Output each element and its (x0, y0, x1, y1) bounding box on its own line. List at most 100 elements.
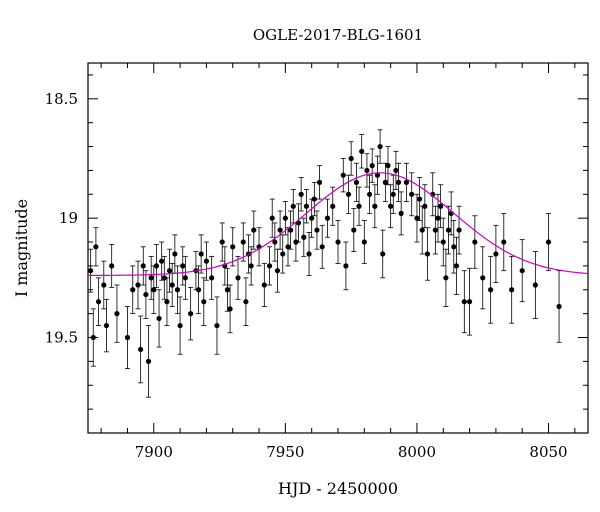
data-point (148, 275, 154, 281)
data-point (303, 203, 310, 209)
data-point (288, 227, 294, 233)
data-point (432, 227, 438, 233)
data-point (314, 227, 320, 233)
chart-title: OGLE-2017-BLG-1601 (253, 26, 423, 44)
data-point (501, 239, 507, 245)
data-point (90, 334, 96, 341)
y-axis-label: I magnitude (12, 199, 31, 297)
data-point (135, 282, 141, 288)
data-point (95, 299, 102, 305)
data-point (395, 179, 402, 185)
x-axis-label: HJD - 2450000 (278, 479, 398, 498)
error-bars (88, 129, 562, 398)
data-point (285, 244, 291, 250)
data-point (243, 299, 249, 305)
data-point (388, 203, 394, 209)
data-point (198, 251, 204, 257)
data-point (174, 287, 181, 293)
data-point (101, 282, 107, 288)
data-point (414, 215, 420, 221)
data-point (201, 299, 207, 305)
data-point (261, 282, 267, 288)
data-point (88, 268, 94, 274)
data-point (240, 239, 246, 245)
data-point (159, 258, 165, 264)
axis-ticks (88, 63, 588, 434)
data-point (109, 263, 115, 269)
data-point (143, 291, 149, 298)
data-point (140, 263, 146, 269)
data-point (348, 155, 354, 162)
data-point (409, 191, 415, 197)
data-point (366, 191, 373, 197)
data-point (93, 244, 99, 250)
data-point (266, 263, 273, 269)
data-point (545, 239, 552, 245)
data-point (374, 172, 381, 178)
data-point (311, 196, 317, 202)
data-point (209, 275, 215, 281)
data-point (424, 251, 431, 257)
y-tick-label: 18.5 (45, 90, 78, 108)
data-point (445, 227, 452, 233)
data-point (298, 191, 304, 197)
data-point (293, 239, 299, 245)
data-point (343, 263, 349, 269)
data-point (169, 282, 175, 288)
data-point (282, 215, 288, 221)
data-point (103, 322, 110, 329)
data-point (398, 210, 404, 216)
data-point (435, 215, 441, 221)
x-tick-label: 7900 (135, 443, 173, 461)
data-point (316, 179, 323, 185)
data-point (138, 346, 144, 353)
data-point (145, 358, 152, 364)
data-point (419, 227, 425, 233)
data-point (153, 263, 160, 269)
data-point (385, 163, 391, 169)
data-point (272, 239, 278, 245)
data-point (214, 322, 220, 329)
x-tick-label: 7950 (266, 443, 304, 461)
y-tick-label: 19 (59, 209, 78, 227)
data-point (390, 191, 396, 197)
data-point (130, 287, 136, 293)
data-point (456, 227, 462, 233)
x-tick-label: 8050 (529, 443, 567, 461)
data-point (166, 268, 173, 274)
data-point (219, 239, 225, 245)
data-point (509, 287, 515, 293)
data-point (519, 268, 525, 274)
data-point (161, 275, 167, 281)
data-point (461, 299, 467, 305)
data-point (451, 244, 457, 250)
data-point (556, 303, 562, 310)
data-point (280, 251, 286, 257)
data-point (359, 148, 365, 154)
data-point (235, 275, 241, 281)
data-point (309, 215, 315, 221)
y-tick-label: 19.5 (45, 329, 78, 347)
data-point (377, 143, 383, 150)
data-point (440, 239, 446, 245)
data-point (203, 258, 210, 264)
data-point (324, 215, 331, 221)
data-point (335, 239, 341, 245)
data-point (188, 311, 194, 317)
data-point (301, 234, 307, 240)
data-point (306, 251, 312, 257)
data-point (182, 275, 188, 281)
data-point (369, 163, 375, 169)
tick-labels: 7900 7950 8000 8050 18.5 19 19.5 (45, 90, 568, 461)
data-point (227, 306, 233, 312)
data-point (177, 322, 183, 329)
data-point (382, 179, 388, 185)
data-point (438, 203, 444, 209)
data-point (180, 263, 186, 269)
data-point (277, 227, 283, 233)
data-point (532, 282, 538, 288)
data-point (403, 179, 410, 185)
data-point (351, 227, 357, 233)
data-point (422, 203, 428, 209)
